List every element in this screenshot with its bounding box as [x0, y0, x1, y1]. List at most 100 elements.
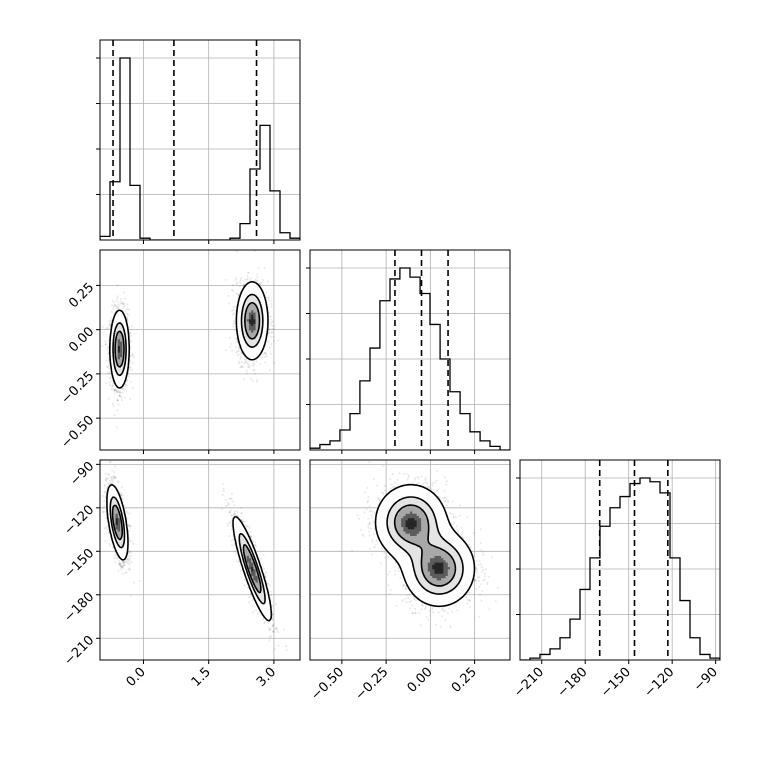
- density-cell: [117, 356, 121, 360]
- density-cell: [255, 312, 259, 315]
- scatter-point: [105, 382, 107, 385]
- density-cell: [264, 323, 268, 326]
- scatter-point: [125, 558, 128, 561]
- scatter-point: [122, 497, 125, 500]
- contour-level-2: [114, 302, 261, 368]
- density-cell: [253, 305, 256, 309]
- scatter-point: [113, 390, 116, 393]
- panel-plot-area: [100, 460, 300, 660]
- density-cell: [113, 376, 116, 380]
- scatter-point: [117, 390, 120, 393]
- density-cell: [117, 361, 121, 364]
- scatter-point: [105, 365, 108, 368]
- scatter-point: [114, 554, 117, 557]
- scatter-point: [132, 356, 135, 358]
- scatter-point: [129, 354, 132, 357]
- scatter-point: [230, 342, 233, 345]
- density-cell: [240, 330, 243, 333]
- density-cell: [253, 290, 256, 293]
- scatter-point: [244, 278, 247, 281]
- scatter-point: [122, 388, 125, 391]
- scatter-point: [114, 388, 117, 391]
- density-cell: [240, 341, 243, 344]
- density-cell: [117, 310, 121, 313]
- scatter-point: [266, 296, 269, 299]
- scatter-point: [118, 304, 121, 307]
- scatter-point: [115, 426, 118, 429]
- panel-1-1: [306, 249, 511, 454]
- scatter-point: [256, 273, 259, 276]
- density-cell: [244, 321, 248, 324]
- density-cell: [251, 314, 254, 318]
- density-cell: [111, 363, 114, 366]
- density-cell: [248, 352, 252, 355]
- scatter-point: [105, 487, 108, 490]
- density-cell: [251, 312, 254, 315]
- scatter-point: [102, 511, 104, 514]
- scatter-point: [270, 323, 272, 326]
- density-cell: [111, 334, 114, 338]
- scatter-point: [238, 346, 240, 349]
- density-cell: [264, 334, 268, 338]
- scatter-point: [109, 476, 112, 479]
- scatter-point: [242, 378, 245, 381]
- density-cell: [115, 378, 119, 382]
- density-cell: [257, 305, 261, 309]
- density-cell: [253, 314, 256, 318]
- scatter-point: [258, 283, 261, 286]
- scatter-point: [129, 331, 132, 334]
- scatter-point: [117, 480, 120, 483]
- density-cell: [255, 290, 259, 293]
- scatter-point: [271, 331, 274, 334]
- density-cell: [248, 354, 252, 358]
- density-cell: [115, 347, 119, 351]
- scatter-point: [256, 378, 259, 381]
- scatter-point: [104, 490, 107, 493]
- scatter-point: [131, 324, 134, 327]
- scatter-point: [113, 311, 116, 314]
- scatter-point: [109, 371, 111, 374]
- scatter-point: [131, 354, 134, 357]
- density-cell: [246, 290, 250, 293]
- density-cell: [237, 314, 241, 318]
- density-cell: [113, 318, 116, 322]
- scatter-point: [129, 554, 132, 557]
- scatter-point: [118, 491, 121, 493]
- density-cell: [251, 287, 254, 291]
- scatter-point: [249, 279, 252, 282]
- density-cell: [248, 338, 252, 342]
- scatter-point: [109, 384, 112, 387]
- scatter-point: [271, 324, 274, 327]
- density-cell: [246, 307, 250, 311]
- density-cell: [255, 352, 259, 355]
- scatter-point: [241, 284, 244, 287]
- scatter-point: [115, 556, 118, 559]
- density-cell: [251, 292, 254, 295]
- scatter-point: [126, 312, 129, 315]
- scatter-point: [263, 266, 266, 269]
- density-cell: [264, 310, 268, 313]
- density-cell: [255, 354, 259, 358]
- scatter-point: [116, 481, 119, 484]
- density-cell: [257, 332, 261, 335]
- density-cell: [248, 301, 252, 304]
- density-cell: [242, 290, 245, 293]
- scatter-point: [123, 561, 126, 564]
- scatter-point: [129, 551, 132, 554]
- density-cell: [111, 356, 114, 360]
- scatter-point: [122, 565, 124, 568]
- density-cell: [237, 305, 241, 309]
- scatter-point: [128, 563, 131, 566]
- scatter-point: [125, 308, 128, 311]
- scatter-point: [108, 461, 111, 463]
- scatter-point: [264, 352, 267, 355]
- density-cell: [255, 298, 259, 302]
- scatter-point: [123, 560, 125, 563]
- density-cell: [246, 332, 250, 335]
- density-cell: [244, 345, 248, 349]
- scatter-point: [248, 364, 251, 367]
- scatter-point: [247, 366, 250, 369]
- density-cell: [260, 292, 263, 295]
- scatter-point: [102, 507, 104, 510]
- scatter-point: [116, 305, 119, 308]
